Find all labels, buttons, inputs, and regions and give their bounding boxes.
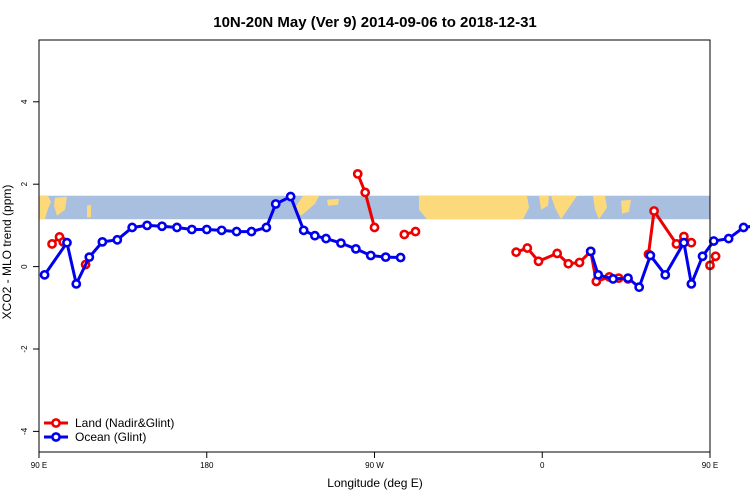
data-point — [84, 252, 95, 263]
data-point — [369, 222, 380, 233]
data-point — [395, 252, 406, 263]
data-point — [623, 273, 633, 284]
data-point — [127, 222, 138, 233]
data-point — [157, 221, 167, 232]
data-point — [97, 236, 108, 247]
data-point — [336, 238, 346, 249]
data-point — [216, 225, 227, 236]
data-point — [285, 191, 296, 202]
legend-label: Ocean (Glint) — [75, 430, 146, 444]
data-point — [634, 282, 645, 293]
data-point — [172, 222, 182, 233]
data-point — [533, 256, 544, 267]
data-point — [71, 279, 82, 289]
data-point — [552, 248, 563, 259]
land-mass — [39, 195, 51, 220]
y-tick-label: -4 — [20, 427, 29, 435]
data-point — [350, 243, 361, 254]
y-axis: -4 -2 0 2 4 — [20, 99, 39, 435]
land-mass — [593, 195, 607, 220]
data-point — [511, 247, 522, 258]
data-point — [380, 252, 391, 263]
series-layer — [39, 168, 750, 293]
data-point — [47, 239, 57, 249]
land-mass — [54, 196, 67, 216]
legend-marker — [51, 432, 61, 442]
data-point — [649, 206, 659, 216]
data-point — [261, 222, 272, 233]
data-point — [62, 237, 72, 248]
data-point — [563, 258, 574, 269]
data-point — [246, 226, 257, 237]
x-tick-label: 180 — [200, 461, 214, 470]
x-tick-label: 90 E — [31, 461, 47, 470]
data-point — [671, 239, 682, 249]
data-point — [686, 279, 697, 289]
data-point — [321, 233, 331, 244]
data-point — [298, 225, 309, 236]
y-axis-label: XCO2 - MLO trend (ppm) — [0, 185, 14, 320]
data-point — [399, 229, 410, 240]
data-point — [645, 250, 656, 261]
map-strip — [39, 195, 710, 220]
x-tick-label: 90 W — [365, 461, 384, 470]
land-mass — [419, 195, 529, 220]
ocean-band — [39, 195, 710, 220]
data-point — [112, 234, 123, 245]
y-tick-label: -2 — [20, 345, 29, 353]
x-tick-label: 0 — [540, 461, 545, 470]
data-point — [660, 269, 671, 280]
land-mass — [621, 199, 631, 214]
land-mass — [327, 198, 339, 206]
data-point — [39, 269, 50, 280]
legend-marker — [51, 418, 61, 428]
data-point — [708, 236, 719, 246]
y-tick-label: 4 — [20, 99, 29, 104]
data-point — [410, 226, 421, 237]
legend: Land (Nadir&Glint)Ocean (Glint) — [44, 416, 174, 444]
legend-label: Land (Nadir&Glint) — [75, 416, 174, 430]
data-point — [270, 199, 281, 209]
data-point — [679, 237, 689, 248]
data-point — [723, 233, 734, 244]
data-point — [142, 220, 153, 231]
data-point — [710, 251, 721, 262]
data-point — [593, 269, 604, 280]
data-point — [201, 224, 212, 235]
data-point — [574, 257, 585, 268]
data-point — [738, 222, 749, 233]
data-point — [360, 187, 371, 198]
data-point — [608, 274, 618, 284]
data-point — [585, 246, 596, 257]
data-point — [697, 251, 708, 262]
data-point — [352, 168, 363, 179]
plot-frame — [38, 39, 711, 453]
y-tick-label: 0 — [20, 264, 29, 269]
land-mass — [87, 204, 91, 218]
land-mass — [539, 195, 549, 210]
chart-title: 10N-20N May (Ver 9) 2014-09-06 to 2018-1… — [213, 14, 537, 31]
series-ocean-glint- — [39, 191, 750, 293]
data-point — [309, 230, 320, 241]
data-point — [686, 237, 697, 248]
land-mass — [295, 195, 319, 216]
y-tick-label: 2 — [20, 181, 29, 186]
data-point — [186, 224, 197, 235]
x-axis: 90 E 180 90 W 0 90 E — [31, 452, 718, 470]
x-axis-label: Longitude (deg E) — [327, 476, 422, 490]
land-mass — [551, 195, 577, 220]
data-point — [522, 243, 533, 253]
data-point — [231, 226, 242, 237]
x-tick-label: 90 E — [702, 461, 718, 470]
data-point — [365, 250, 376, 261]
